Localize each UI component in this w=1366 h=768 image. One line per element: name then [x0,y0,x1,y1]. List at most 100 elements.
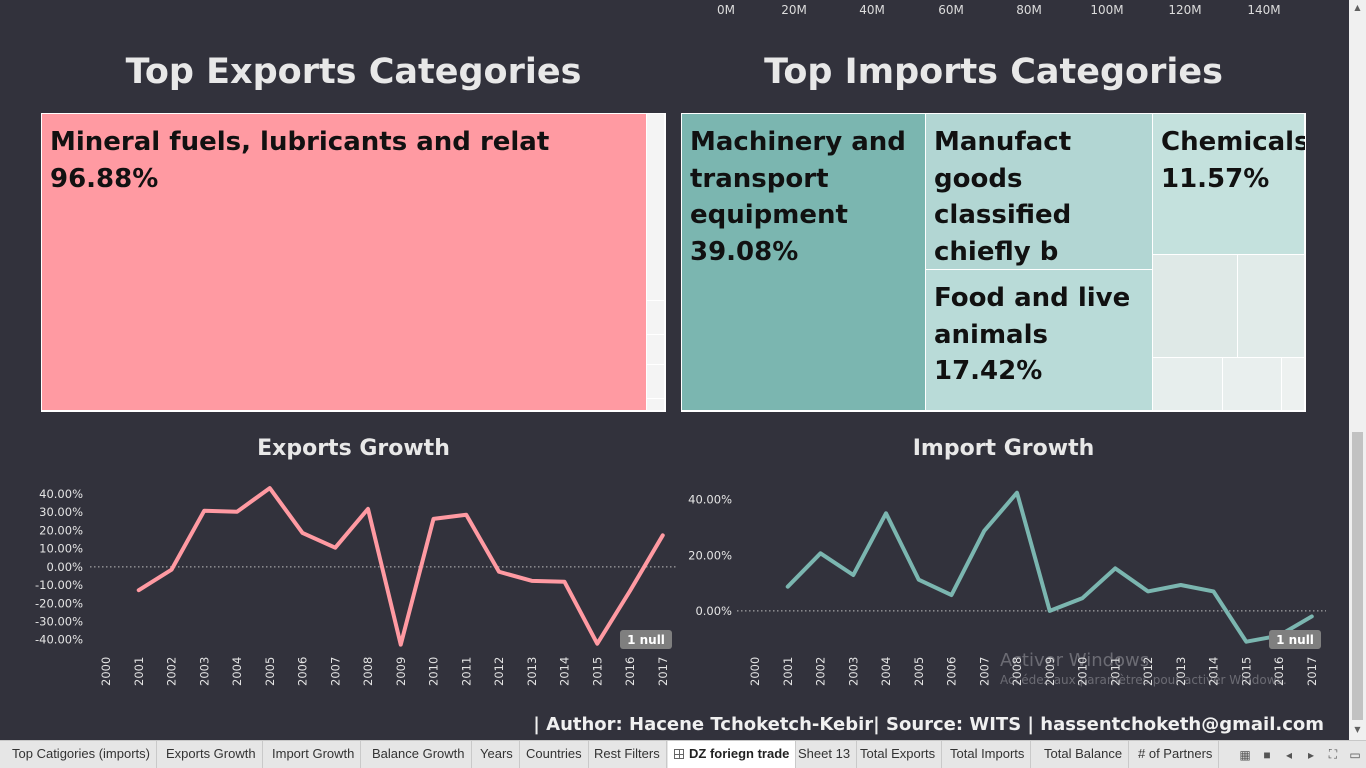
tab-total-balance[interactable]: Total Balance [1038,741,1130,768]
tile-label: Mineral fuels, lubricants and relat 96.8… [50,127,550,194]
null-badge-text: 1 null [1276,633,1314,647]
y-tick-label: -40.00% [35,633,83,647]
data-point[interactable] [1244,640,1248,644]
y-tick-label: 0.00% [46,560,83,574]
data-point[interactable] [982,529,986,533]
treemap-tile-mineral-fuels[interactable]: Mineral fuels, lubricants and relat 96.8… [42,114,647,411]
x-tick-label: 2013 [525,657,539,686]
treemap-tile-manufact-goods[interactable]: Manufact goods classified chiefly b [926,114,1153,270]
prev-sheet-icon[interactable]: ◂ [1285,747,1293,762]
treemap-tile[interactable] [647,335,665,365]
tab-exports-growth[interactable]: Exports Growth [160,741,263,768]
treemap-tile[interactable] [1153,255,1238,358]
data-point[interactable] [884,511,888,515]
axis-tick: 0M [717,3,735,17]
tab-rest-filters[interactable]: Rest Filters [588,741,667,768]
treemap-tile[interactable] [647,114,665,301]
treemap-tile-chemicals[interactable]: Chemicals 11.57% [1153,114,1305,255]
data-point[interactable] [1048,609,1052,613]
x-tick-label: 2004 [879,657,893,686]
x-tick-label: 2011 [459,657,473,686]
tile-label: Chemicals 11.57% [1161,127,1306,194]
x-tick-label: 2016 [623,657,637,686]
exports-treemap[interactable]: Mineral fuels, lubricants and relat 96.8… [41,113,666,412]
scroll-down-icon[interactable]: ▼ [1354,725,1361,734]
vertical-scrollbar[interactable]: ▲ ▼ [1349,0,1366,740]
exports-growth-chart[interactable]: 40.00% 30.00% 20.00% 10.00% 0.00% -10.00% -20.… [0,478,680,693]
data-point[interactable] [1212,589,1216,593]
x-tick-label: 2017 [1305,657,1319,686]
data-point[interactable] [1015,491,1019,495]
fullscreen-icon[interactable]: ⛶ [1328,747,1338,761]
tab-countries[interactable]: Countries [520,741,589,768]
scroll-up-icon[interactable]: ▲ [1354,3,1361,12]
y-tick-label: 20.00% [39,523,83,537]
x-tick-label: 2007 [328,657,342,686]
tab-sheet-13[interactable]: Sheet 13 [792,741,858,768]
tabs-view-icon[interactable]: ■ [1263,747,1271,762]
data-point[interactable] [917,578,921,582]
treemap-tile[interactable] [1282,358,1305,411]
treemap-tile[interactable] [647,365,665,399]
y-tick-label: 40.00% [39,487,83,501]
x-tick-label: 2002 [814,657,828,686]
tab-total-exports[interactable]: Total Exports [854,741,943,768]
tab-label: # of Partners [1138,746,1213,761]
filmstrip-icon[interactable]: ▦ [1239,747,1251,762]
x-tick-label: 2012 [1141,657,1155,686]
axis-tick: 40M [859,3,885,17]
treemap-tile-food[interactable]: Food and live animals 17.42% [926,270,1153,411]
x-tick-label: 2003 [197,657,211,686]
axis-tick: 60M [938,3,964,17]
data-point[interactable] [1081,596,1085,600]
series-line[interactable] [785,490,1314,644]
x-tick-label: 2010 [427,657,441,686]
data-point[interactable] [1113,566,1117,570]
x-tick-label: 2017 [656,657,670,686]
tile-label: Machinery and transport equipment 39.08% [690,127,906,267]
treemap-tile[interactable] [1223,358,1282,411]
data-point[interactable] [1310,614,1314,618]
imports-treemap[interactable]: Machinery and transport equipment 39.08%… [681,113,1306,412]
scroll-thumb[interactable] [1352,432,1363,720]
null-badge[interactable]: 1 null [1269,630,1321,649]
treemap-tile[interactable] [1238,255,1305,358]
x-tick-label: 2012 [492,657,506,686]
tab-label: Balance Growth [372,746,465,761]
series-line[interactable] [136,486,665,647]
treemap-tile[interactable] [647,301,665,335]
data-point[interactable] [1179,583,1183,587]
data-point[interactable] [786,585,790,589]
next-sheet-icon[interactable]: ▸ [1307,747,1315,762]
x-tick-label: 2005 [263,657,277,686]
x-tick-label: 2004 [230,657,244,686]
tab-total-imports[interactable]: Total Imports [944,741,1032,768]
y-tick-label: 40.00% [688,493,732,507]
tab-import-growth[interactable]: Import Growth [266,741,362,768]
y-tick-label: -30.00% [35,614,83,628]
tab-label: Import Growth [272,746,355,761]
presentation-icon[interactable]: ▭ [1349,747,1361,762]
treemap-tile[interactable] [1153,358,1223,411]
data-point[interactable] [1146,589,1150,593]
tab-top-catigories-imports[interactable]: Top Catigories (imports) [6,741,157,768]
tab-label: Top Catigories (imports) [12,746,150,761]
data-point[interactable] [819,551,823,555]
import-growth-chart[interactable]: 40.00% 20.00% 0.00% 2000 2001 2002 2003 2004 20… [0,478,1340,693]
x-tick-label: 2010 [1076,657,1090,686]
x-tick-label: 2014 [558,657,572,686]
x-tick-label: 2014 [1207,657,1221,686]
data-point[interactable] [851,573,855,577]
treemap-tile[interactable] [647,399,665,411]
tab-dz-foriegn-trade[interactable]: DZ foriegn trade [668,741,797,768]
x-tick-label: 2001 [781,657,795,686]
null-badge[interactable]: 1 null [620,630,672,649]
tab-num-partners[interactable]: # of Partners [1132,741,1220,768]
imports-title: Top Imports Categories [764,52,1223,92]
data-point[interactable] [950,593,954,597]
tab-label: Total Imports [950,746,1025,761]
treemap-tile-machinery[interactable]: Machinery and transport equipment 39.08% [682,114,926,411]
tab-balance-growth[interactable]: Balance Growth [366,741,472,768]
x-tick-label: 2000 [748,657,762,686]
tab-years[interactable]: Years [474,741,520,768]
